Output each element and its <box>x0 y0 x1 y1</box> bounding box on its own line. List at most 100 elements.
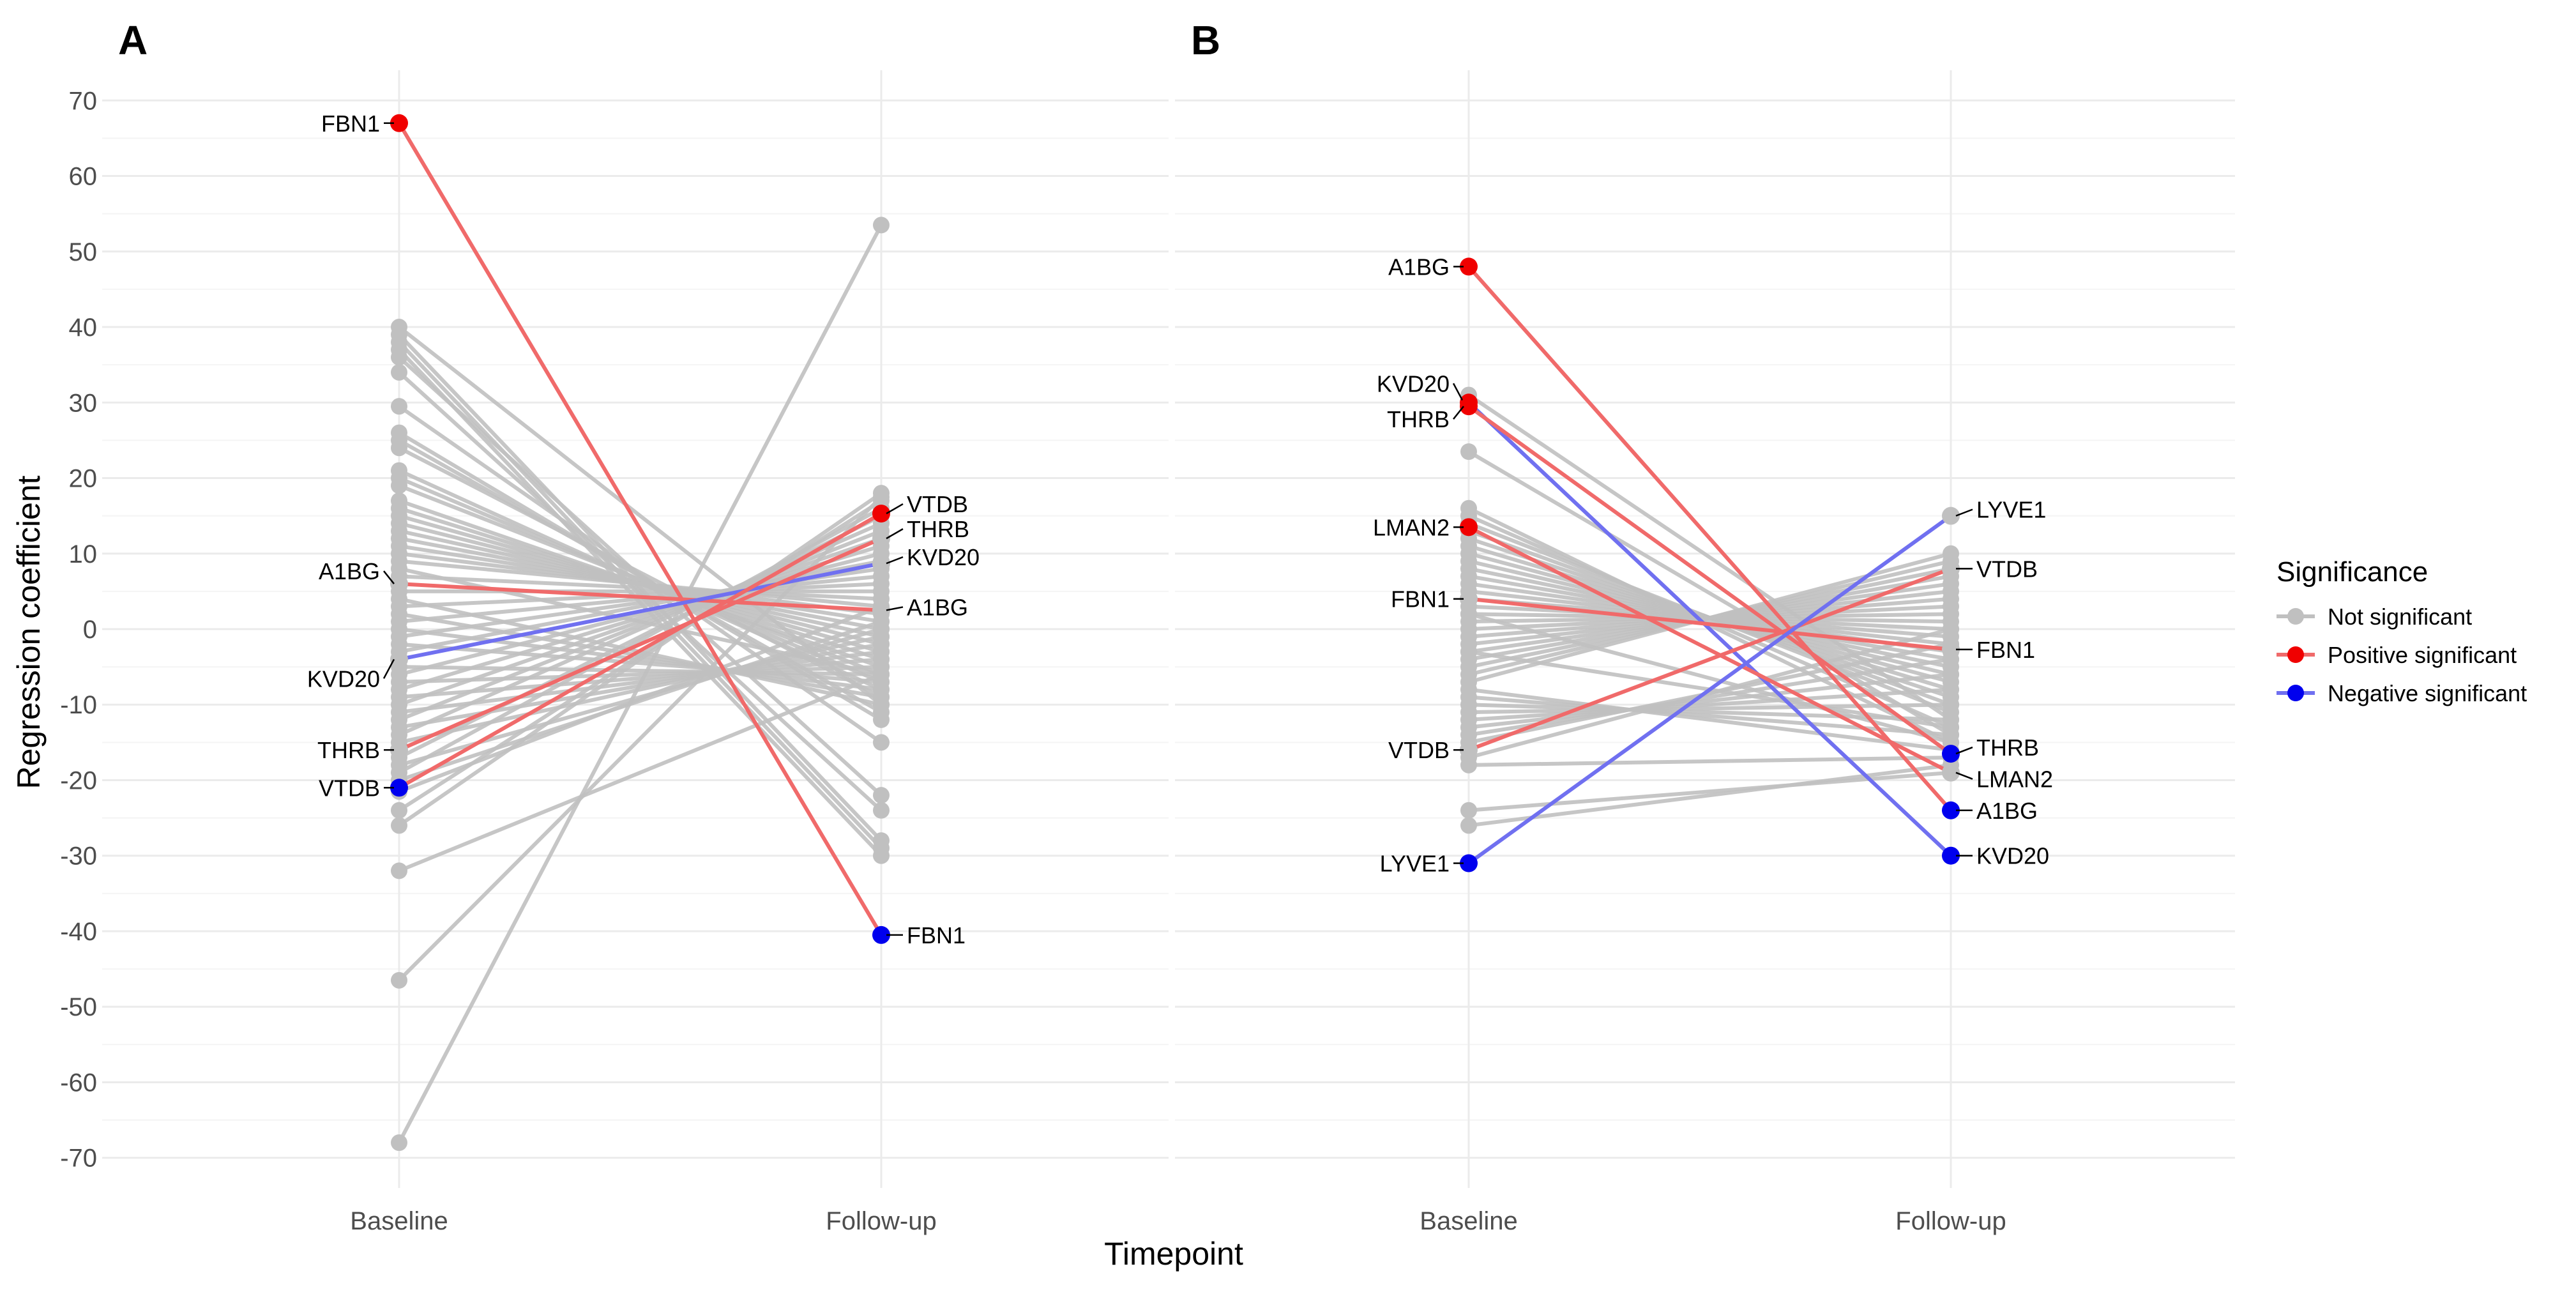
gene-label-a1bg-followup: A1BG <box>1976 798 2038 824</box>
legend-label-not-significant: Not significant <box>2328 604 2472 630</box>
legend-key-dot <box>2287 646 2304 663</box>
point-not-significant <box>1460 756 1477 773</box>
x-tick-label-baseline: Baseline <box>1420 1207 1517 1235</box>
series-line-not-significant <box>1468 627 1951 759</box>
point-not-significant <box>391 971 407 989</box>
y-tick-label: -50 <box>60 993 97 1021</box>
gene-label-vtdb-baseline: VTDB <box>1388 737 1450 763</box>
series-line-not-significant <box>1467 450 1952 737</box>
legend-label-positive: Positive significant <box>2328 642 2517 668</box>
point-not-significant <box>391 817 407 834</box>
gene-label-thrb-baseline: THRB <box>1387 406 1450 432</box>
point-not-significant <box>873 802 890 819</box>
y-tick-label: -70 <box>60 1145 97 1173</box>
point-fbn1-baseline <box>390 114 408 132</box>
y-tick-label: -30 <box>60 842 97 871</box>
series-line-not-significant <box>398 665 882 684</box>
y-tick-label: -60 <box>60 1069 97 1097</box>
series-line-not-significant <box>398 514 883 759</box>
series-line-not-significant <box>398 665 882 676</box>
point-fbn1-followup <box>1942 640 1960 658</box>
point-vtdb-baseline <box>390 779 408 797</box>
series-line-not-significant <box>398 657 882 699</box>
gene-label-lyve1-followup: LYVE1 <box>1976 497 2046 523</box>
label-leader <box>383 570 395 584</box>
point-kvd20-followup <box>1942 846 1960 865</box>
legend-label-negative: Negative significant <box>2328 680 2527 706</box>
point-kvd20-baseline <box>390 650 408 669</box>
gene-label-a1bg-followup: A1BG <box>907 594 968 620</box>
point-not-significant <box>1460 443 1477 461</box>
series-line-fbn1 <box>1468 597 1951 651</box>
label-leader <box>886 528 904 540</box>
point-vtdb-followup <box>1942 559 1960 578</box>
point-not-significant <box>873 666 890 683</box>
point-vtdb-followup <box>872 505 890 523</box>
series-line-thrb <box>398 537 883 752</box>
y-axis-title: Regression coefficient <box>11 475 47 789</box>
gene-label-lman2-followup: LMAN2 <box>1976 766 2053 793</box>
series-line-vtdb <box>1467 567 1952 752</box>
legend-key-dot <box>2287 608 2304 625</box>
x-tick-label-followup: Follow-up <box>826 1207 936 1235</box>
point-not-significant <box>1460 605 1477 623</box>
point-lyve1-followup <box>1942 506 1960 525</box>
gene-label-a1bg-baseline: A1BG <box>319 558 380 584</box>
point-not-significant <box>391 477 407 494</box>
series-line-not-significant <box>398 634 882 745</box>
label-leader <box>383 658 395 679</box>
series-line-not-significant <box>397 224 883 1144</box>
point-not-significant <box>1943 719 1959 736</box>
y-tick-label: -40 <box>60 918 97 946</box>
series-line-not-significant <box>1468 756 1951 767</box>
point-thrb-baseline <box>390 741 408 759</box>
gene-label-fbn1-followup: FBN1 <box>1976 637 2035 663</box>
panel-a: 70 60 50 40 30 20 10 0 -10 -20 -30 -40 -50 -60 -70 Base… <box>60 17 1169 1235</box>
gene-label-kvd20-followup: KVD20 <box>907 544 980 570</box>
point-not-significant <box>391 363 407 381</box>
point-not-significant <box>873 217 890 234</box>
gene-label-a1bg-baseline: A1BG <box>1388 254 1450 280</box>
point-not-significant <box>1943 621 1959 637</box>
point-a1bg-followup <box>1942 801 1960 819</box>
y-tick-label: -10 <box>60 691 97 719</box>
panel-tag: B <box>1191 17 1220 63</box>
point-not-significant <box>873 847 890 864</box>
point-a1bg-baseline <box>390 575 408 593</box>
point-not-significant <box>1460 802 1477 819</box>
series-line-not-significant <box>398 537 882 707</box>
series-line-not-significant <box>398 673 883 873</box>
point-vtdb-baseline <box>1460 741 1478 759</box>
series-line-not-significant <box>1468 695 1951 737</box>
legend: Significance Not significant Positive sign… <box>2277 556 2527 706</box>
point-lman2-baseline <box>1460 518 1478 537</box>
series-line-fbn1 <box>397 122 883 936</box>
label-leader <box>1453 406 1464 420</box>
point-lman2-followup <box>1942 763 1960 782</box>
label-leader <box>1955 772 1973 780</box>
series-line-not-significant <box>398 559 882 609</box>
series-line-not-significant <box>398 491 883 827</box>
series-line-lyve1 <box>1467 514 1952 865</box>
point-not-significant <box>873 734 890 751</box>
series-line-kvd20 <box>1467 401 1953 857</box>
label-leader <box>1452 383 1465 403</box>
series-line-not-significant <box>398 574 882 601</box>
point-not-significant <box>391 349 407 366</box>
point-not-significant <box>391 862 407 879</box>
series-line-not-significant <box>1467 514 1952 729</box>
y-tick-label: 50 <box>69 238 98 266</box>
legend-title: Significance <box>2277 556 2428 588</box>
point-thrb-followup <box>1942 745 1960 763</box>
point-not-significant <box>1943 666 1959 683</box>
point-not-significant <box>391 439 407 457</box>
panel-b: Baseline Follow-up B A1BG A1BG KVD20 KVD20 THRB… <box>1175 17 2235 1235</box>
gene-label-thrb-followup: THRB <box>907 516 969 542</box>
series-line-thrb <box>1467 404 1952 756</box>
label-leader <box>886 503 904 515</box>
y-tick-label: 60 <box>69 163 98 191</box>
series-line-not-significant <box>398 604 883 794</box>
point-thrb-baseline <box>1460 397 1478 416</box>
gene-label-vtdb-followup: VTDB <box>1976 556 2038 582</box>
